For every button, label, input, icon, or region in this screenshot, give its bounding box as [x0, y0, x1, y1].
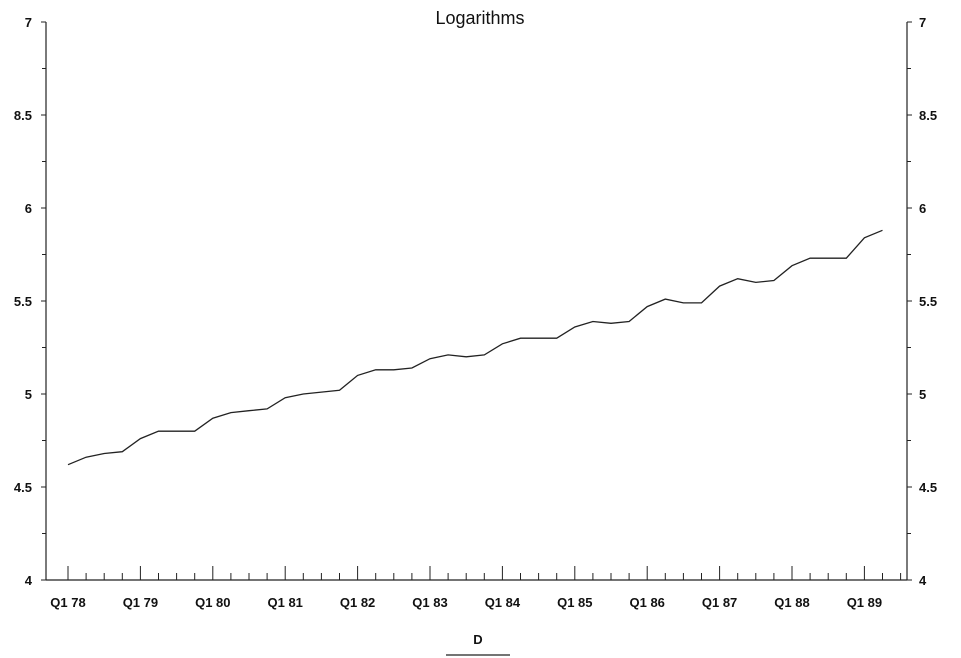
axes	[45, 22, 908, 581]
x-tick-label: Q1 83	[412, 595, 447, 610]
x-tick-label: Q1 89	[847, 595, 882, 610]
y-tick-label-left: 4.5	[14, 480, 32, 495]
x-tick-label: Q1 78	[50, 595, 85, 610]
y-axis-left-ticks: 4 4.5 5 5.5 6 8.5 7	[14, 15, 46, 588]
y-tick-label-right: 5.5	[919, 294, 937, 309]
y-tick-label-left: 8.5	[14, 108, 32, 123]
y-tick-label-left: 7	[25, 15, 32, 30]
x-tick-label: Q1 82	[340, 595, 375, 610]
x-tick-label: Q1 86	[629, 595, 664, 610]
x-tick-label: Q1 79	[123, 595, 158, 610]
y-tick-label-right: 6	[919, 201, 926, 216]
x-tick-label: Q1 81	[267, 595, 302, 610]
x-tick-label: Q1 87	[702, 595, 737, 610]
series-line-D	[67, 229, 883, 466]
y-tick-label-right: 8.5	[919, 108, 937, 123]
y-tick-label-right: 4	[919, 573, 927, 588]
y-tick-label-left: 4	[25, 573, 33, 588]
y-axis-right-ticks: 4 4.5 5 5.5 6 8.5 7	[907, 15, 937, 588]
y-tick-label-left: 6	[25, 201, 32, 216]
y-tick-label-right: 5	[919, 387, 926, 402]
y-tick-label-left: 5	[25, 387, 32, 402]
legend: D	[446, 632, 510, 656]
y-tick-label-left: 5.5	[14, 294, 32, 309]
chart-title: Logarithms	[435, 8, 524, 28]
x-tick-label: Q1 80	[195, 595, 230, 610]
y-tick-label-right: 4.5	[919, 480, 937, 495]
x-tick-label: Q1 85	[557, 595, 592, 610]
x-tick-label: Q1 84	[485, 595, 521, 610]
y-tick-label-right: 7	[919, 15, 926, 30]
x-axis-ticks: Q1 78 Q1 79 Q1 80 Q1 81 Q1 82 Q1 83 Q1 84 Q1 85…	[50, 566, 902, 610]
legend-label-D: D	[473, 632, 482, 647]
x-tick-label: Q1 88	[774, 595, 809, 610]
plot-area	[67, 229, 883, 466]
